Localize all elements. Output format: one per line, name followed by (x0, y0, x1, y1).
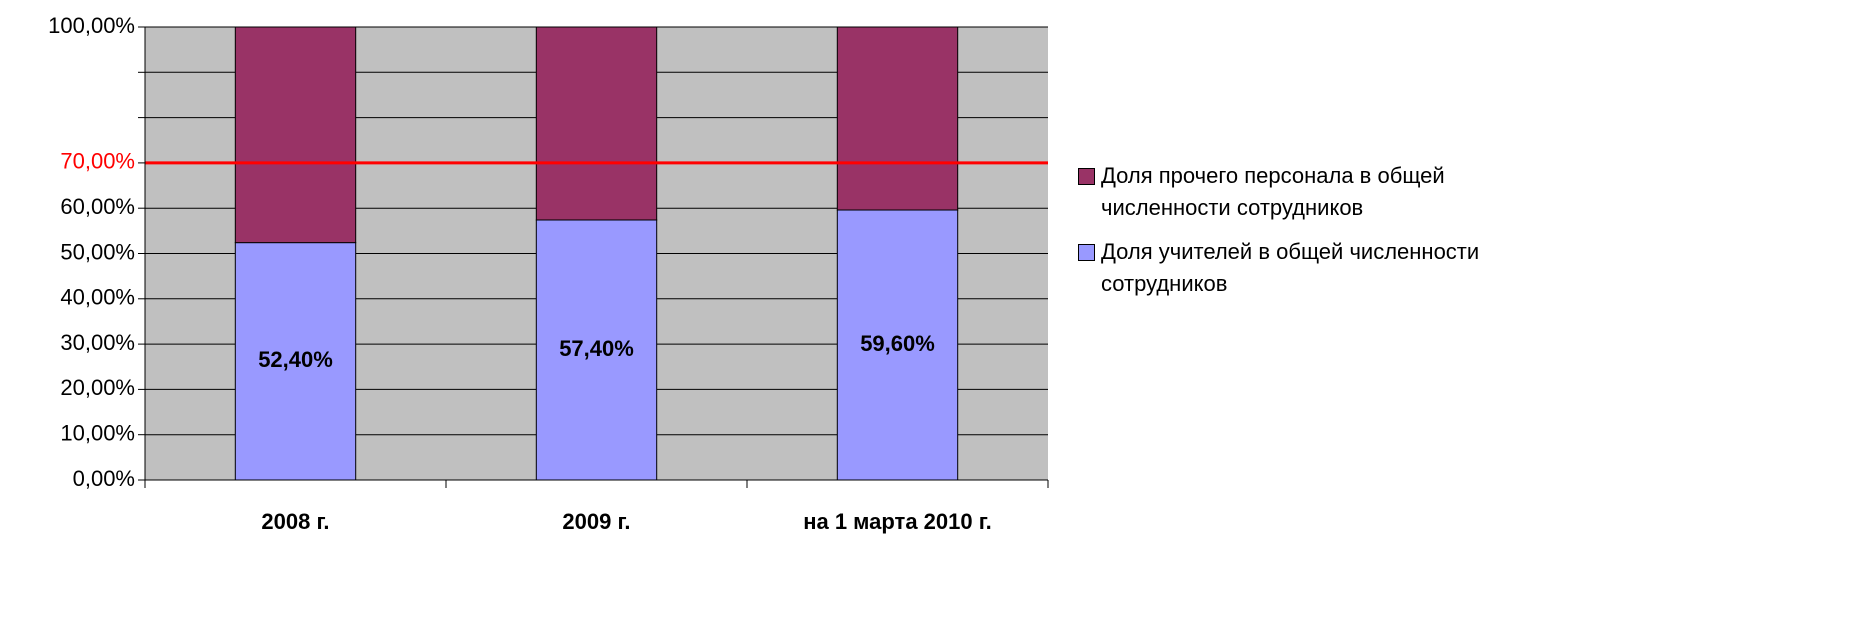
legend-label: Доля учителей в общей численности сотруд… (1101, 239, 1480, 296)
legend: Доля прочего персонала в общей численнос… (1078, 160, 1548, 312)
x-tick-label: 2009 г. (562, 509, 630, 534)
y-tick-label: 70,00% (60, 149, 135, 174)
y-tick-label: 20,00% (60, 375, 135, 400)
y-tick-label: 10,00% (60, 421, 135, 446)
legend-label: Доля прочего персонала в общей численнос… (1101, 163, 1445, 220)
legend-swatch (1078, 244, 1095, 261)
y-tick-label: 0,00% (73, 466, 135, 491)
x-tick-label: 2008 г. (261, 509, 329, 534)
data-label: 52,40% (258, 347, 333, 372)
y-tick-label: 30,00% (60, 330, 135, 355)
legend-item: Доля учителей в общей численности сотруд… (1078, 236, 1548, 300)
legend-item: Доля прочего персонала в общей численнос… (1078, 160, 1548, 224)
bar-segment (836, 26, 959, 211)
x-tick-label: на 1 марта 2010 г. (803, 509, 992, 534)
legend-swatch (1078, 168, 1095, 185)
y-tick-label: 50,00% (60, 239, 135, 264)
data-label: 57,40% (559, 336, 634, 361)
y-tick-label: 100,00% (48, 13, 135, 38)
y-tick-label: 60,00% (60, 194, 135, 219)
bar-segment (535, 26, 658, 221)
bar-segment (535, 219, 658, 481)
y-tick-label: 40,00% (60, 285, 135, 310)
data-label: 59,60% (860, 331, 935, 356)
bar-segment (234, 26, 357, 244)
